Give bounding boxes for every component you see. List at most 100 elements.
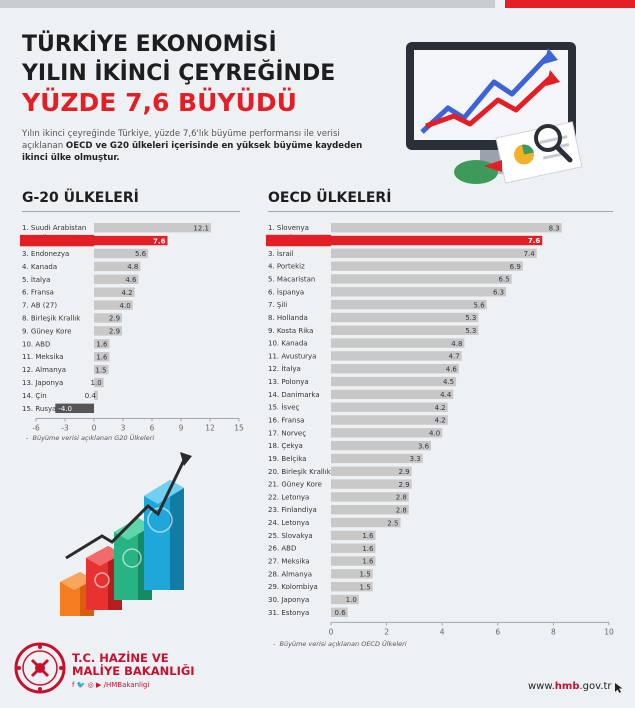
- value-label: 4.8: [451, 340, 462, 348]
- value-label: 6.9: [510, 263, 521, 271]
- category-label: 29. Kolombiya: [268, 583, 318, 591]
- bar: [331, 415, 448, 425]
- bar: [331, 376, 457, 387]
- x-tick-label: -3: [61, 424, 69, 433]
- bar: [331, 556, 376, 566]
- value-label: 1.6: [362, 558, 374, 566]
- category-label: 31. Estonya: [268, 609, 309, 617]
- bar: [94, 352, 110, 362]
- bar: [331, 299, 487, 310]
- youtube-icon[interactable]: ▶: [96, 681, 102, 689]
- value-label: 2.5: [387, 519, 398, 527]
- instagram-icon[interactable]: ◎: [87, 681, 94, 689]
- category-label: 19. Belçika: [268, 455, 306, 463]
- bar: [331, 223, 562, 233]
- value-label: 2.8: [396, 506, 407, 514]
- bar: [94, 223, 211, 233]
- bar: [331, 389, 454, 400]
- bar: [331, 312, 479, 323]
- category-label: 5. Macaristan: [268, 275, 315, 283]
- value-label: 2.9: [109, 315, 120, 323]
- bar: [331, 581, 373, 592]
- category-label: 30. Japonya: [268, 596, 309, 604]
- bar: [331, 505, 409, 515]
- category-label: 5. İtalya: [22, 275, 50, 284]
- bar: [331, 274, 512, 284]
- facebook-icon[interactable]: f: [72, 681, 75, 689]
- value-label: 4.5: [443, 378, 454, 386]
- category-label: 10. ABD: [22, 340, 50, 348]
- g20-title-divider: [22, 211, 240, 212]
- bar: [94, 248, 149, 259]
- headline-line-2: YILIN İKİNCİ ÇEYREĞİNDE: [22, 61, 336, 86]
- value-label: 1.6: [362, 532, 374, 540]
- bar: [94, 287, 135, 297]
- g20-section-title: G-20 ÜLKELERİ: [22, 190, 139, 206]
- bar: [94, 326, 123, 336]
- category-label: 1. Suudi Arabistan: [22, 224, 86, 232]
- headline-line-3: YÜZDE 7,6 BÜYÜDÜ: [22, 88, 297, 117]
- category-label: 26. ABD: [268, 545, 296, 553]
- category-label: 1. Slovenya: [268, 224, 309, 232]
- category-label: 16. Fransa: [268, 417, 304, 425]
- oecd-section-title: OECD ÜLKELERİ: [268, 190, 392, 206]
- value-label: 3.3: [410, 455, 421, 463]
- org-line-2: MALİYE BAKANLIĞI: [72, 664, 195, 678]
- category-label: 6. İspanya: [268, 287, 304, 296]
- category-label: 13. Japonya: [22, 379, 63, 387]
- value-label: 7.6: [153, 237, 166, 245]
- x-tick-label: 3: [121, 424, 126, 433]
- bar: [94, 377, 104, 388]
- value-label: 4.7: [449, 353, 460, 361]
- category-label: 4. Portekiz: [268, 263, 305, 271]
- bar: [331, 543, 376, 553]
- x-tick-label: 6: [495, 627, 500, 636]
- bar: [94, 300, 133, 310]
- x-tick-label: 8: [551, 627, 556, 636]
- bar: [331, 607, 348, 617]
- website-url[interactable]: www.hmb.gov.tr: [528, 681, 612, 692]
- value-label: 1.0: [91, 379, 102, 387]
- value-label: 1.6: [362, 545, 374, 553]
- category-label: 14. Çin: [22, 392, 47, 400]
- value-label: 7.6: [528, 237, 541, 245]
- bar: [331, 364, 459, 374]
- bar: [331, 248, 537, 259]
- category-label: 13. Polonya: [268, 378, 309, 386]
- description-bold: OECD ve G20 ülkeleri içerisinde en yükse…: [22, 141, 363, 163]
- value-label: 2.9: [109, 328, 120, 336]
- bar: [94, 364, 109, 375]
- category-label: 7. AB (27): [22, 302, 57, 310]
- value-label: 4.4: [440, 391, 452, 399]
- bar: [94, 274, 139, 284]
- monitor-illustration: [406, 42, 583, 184]
- headline: TÜRKİYE EKONOMİSİ YILIN İKİNCİ ÇEYREĞİND…: [22, 30, 335, 117]
- value-label: 5.3: [465, 314, 476, 322]
- org-line-1: T.C. HAZİNE VE: [72, 651, 169, 665]
- category-label: 8. Birleşik Krallık: [22, 315, 81, 323]
- category-label: 12. İtalya: [268, 364, 301, 373]
- social-handle[interactable]: /HMBakanligi: [103, 681, 150, 689]
- bar: [94, 390, 98, 401]
- bar: [94, 313, 123, 323]
- value-label: 2.9: [398, 481, 409, 489]
- category-label: 20. Birleşik Krallık: [268, 468, 332, 476]
- category-label: 7. Şili: [268, 301, 287, 309]
- value-label: 0.6: [335, 609, 347, 617]
- category-label: 10. Kanada: [268, 340, 308, 348]
- category-label: 18. Çekya: [268, 442, 303, 450]
- description: Yılın ikinci çeyreğinde Türkiye, yüzde 7…: [22, 128, 367, 164]
- value-label: 4.2: [435, 417, 446, 425]
- g20-footnote: - Büyüme verisi açıklanan G20 Ülkeleri: [26, 434, 155, 442]
- category-label: 11. Avusturya: [268, 352, 316, 360]
- value-label: 4.6: [446, 365, 458, 373]
- website-suffix: .gov.tr: [579, 681, 612, 692]
- x-tick-label: 4: [440, 627, 445, 636]
- twitter-icon[interactable]: 🐦: [76, 681, 86, 689]
- value-label: 1.6: [96, 341, 108, 349]
- bar: [331, 466, 412, 476]
- value-label: 4.0: [120, 302, 131, 310]
- category-label: 9. Güney Kore: [22, 327, 71, 335]
- organization-name: T.C. HAZİNE VE MALİYE BAKANLIĞI: [72, 652, 195, 678]
